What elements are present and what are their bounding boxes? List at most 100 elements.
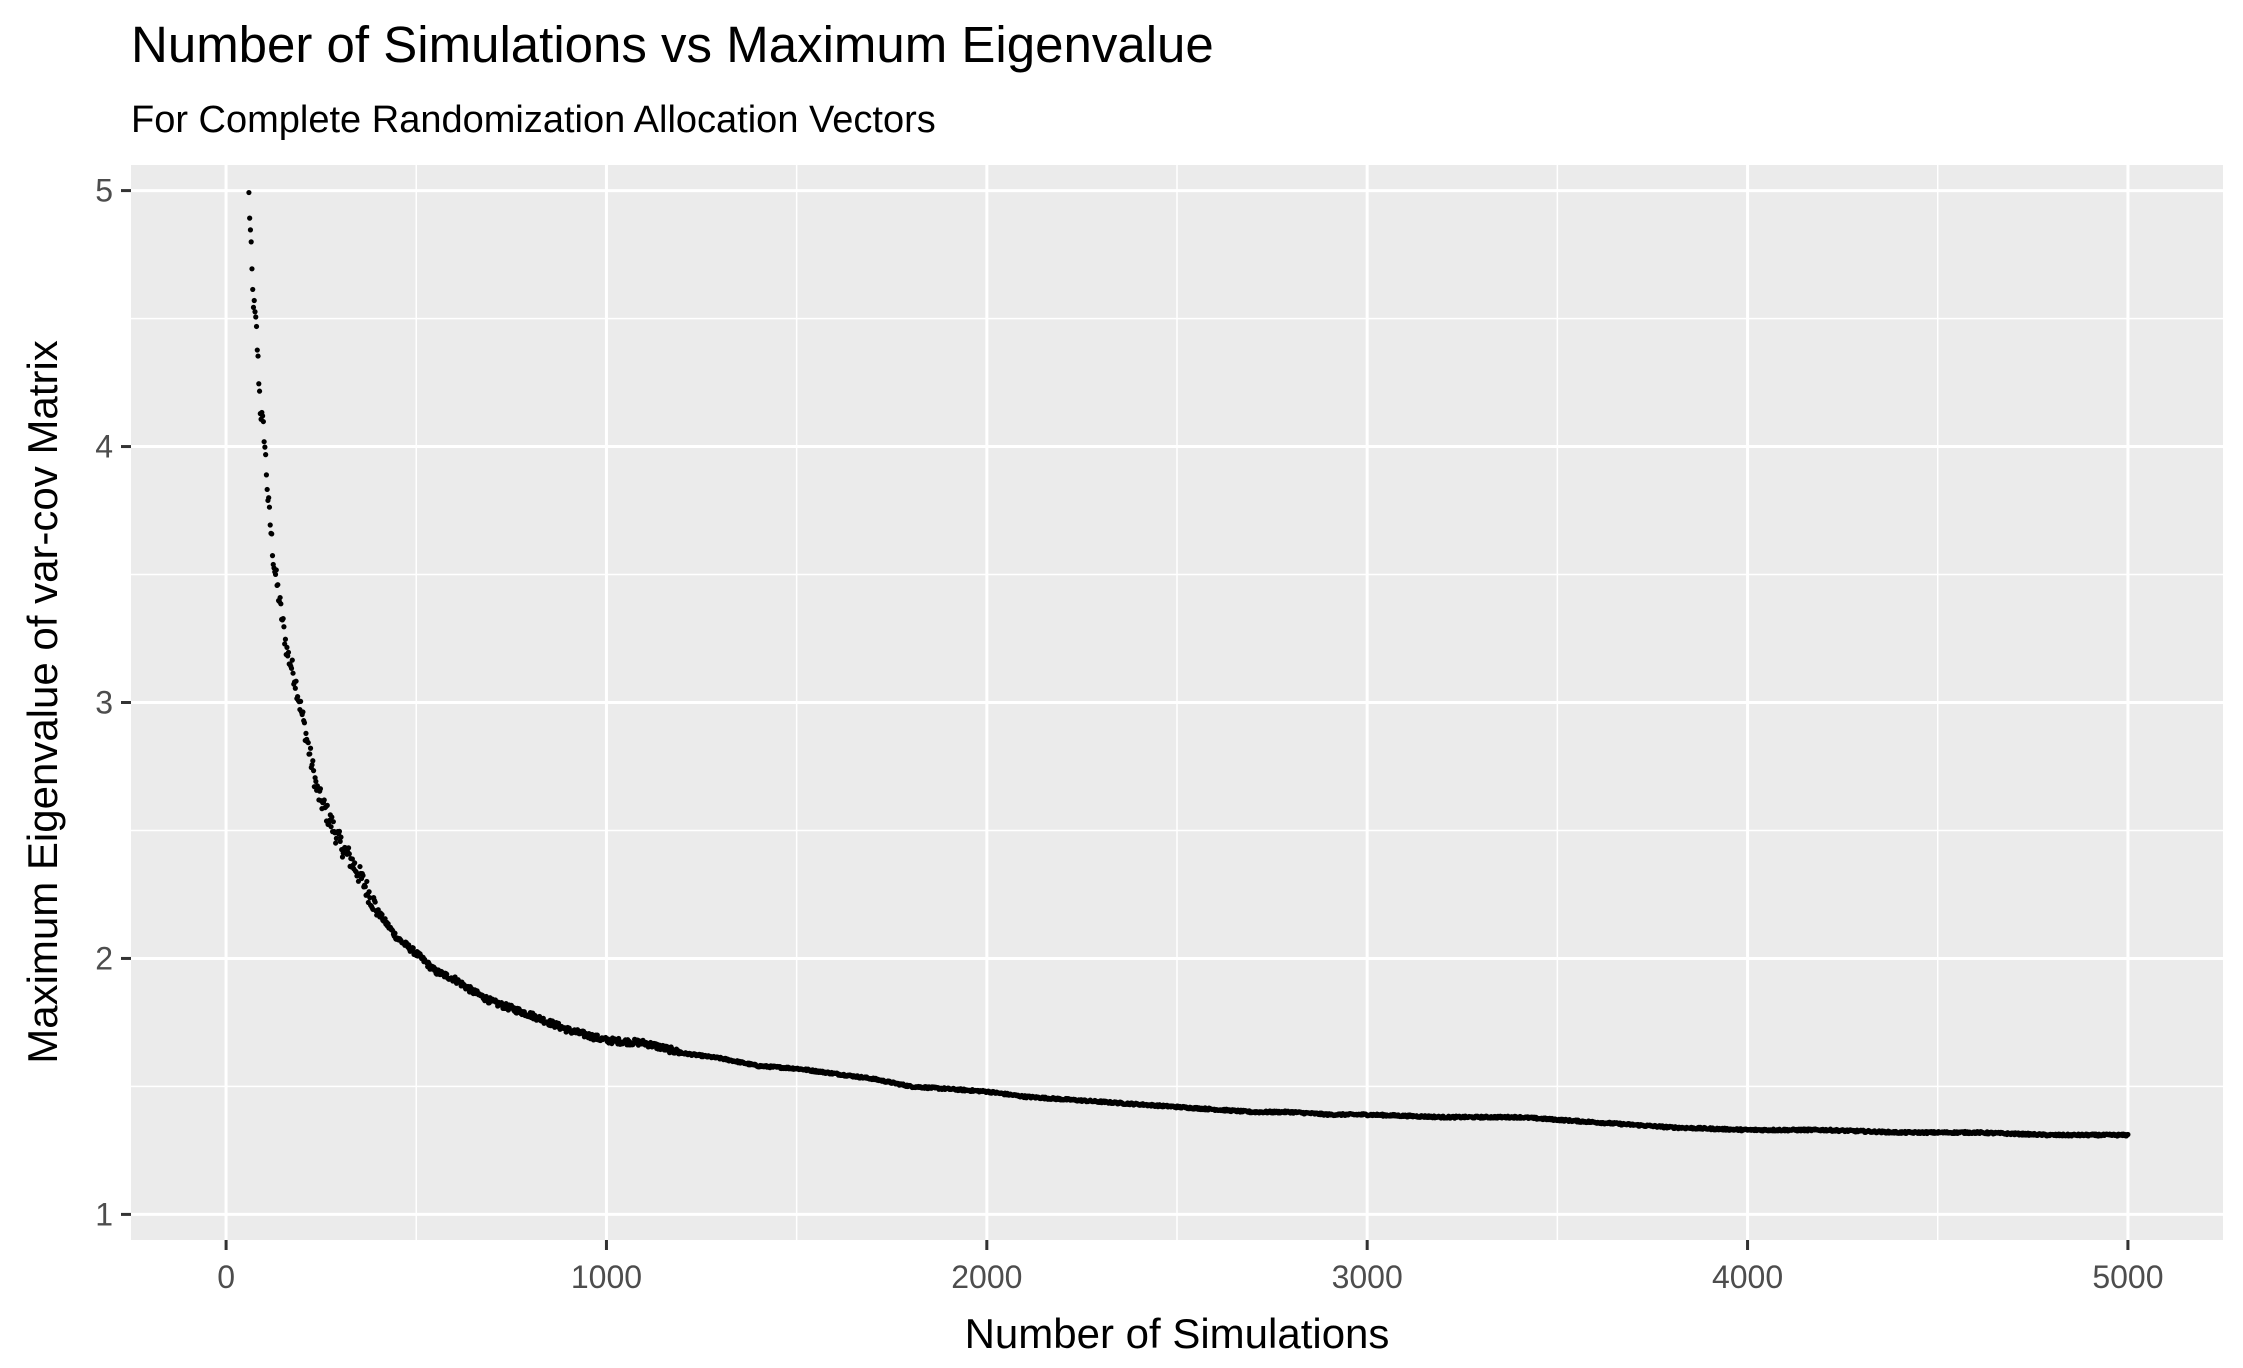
- data-point: [281, 624, 287, 630]
- data-point: [269, 553, 276, 559]
- data-point: [367, 895, 373, 901]
- data-point: [307, 745, 314, 751]
- data-point: [269, 531, 275, 537]
- y-axis: 1 2 3 4 5: [95, 173, 131, 1232]
- data-point: [307, 751, 313, 757]
- y-tick-label: 4: [95, 429, 113, 465]
- y-tick-label: 5: [95, 173, 113, 209]
- data-point: [256, 381, 262, 387]
- data-point: [253, 314, 259, 320]
- data-point: [379, 911, 385, 918]
- data-point: [246, 189, 252, 196]
- x-tick-label: 4000: [1712, 1259, 1783, 1295]
- x-tick-label: 5000: [2092, 1259, 2163, 1295]
- data-point: [362, 884, 368, 890]
- chart-subtitle: For Complete Randomization Allocation Ve…: [131, 99, 936, 141]
- data-point: [260, 413, 266, 419]
- data-point: [372, 899, 378, 905]
- data-point: [262, 444, 268, 450]
- data-point: [310, 768, 317, 774]
- data-point: [266, 495, 272, 501]
- data-point: [295, 694, 301, 700]
- data-point: [328, 824, 334, 830]
- data-point: [272, 571, 279, 578]
- data-point: [290, 670, 296, 676]
- data-point: [260, 418, 266, 425]
- data-point: [366, 889, 372, 895]
- data-point: [264, 486, 270, 493]
- data-point: [339, 854, 346, 860]
- x-tick-label: 2000: [951, 1259, 1022, 1295]
- data-point: [252, 309, 258, 315]
- data-point: [280, 616, 286, 622]
- data-point: [261, 439, 267, 445]
- data-point: [349, 856, 355, 862]
- y-tick-label: 3: [95, 685, 113, 721]
- data-point: [321, 797, 327, 803]
- chart-title: Number of Simulations vs Maximum Eigenva…: [131, 16, 1214, 73]
- data-point: [406, 942, 412, 948]
- data-point: [263, 472, 270, 478]
- data-point: [333, 840, 339, 846]
- data-point: [317, 786, 324, 792]
- data-point: [248, 239, 254, 245]
- data-point: [278, 601, 284, 607]
- x-axis-title: Number of Simulations: [965, 1310, 1390, 1357]
- y-tick-label: 1: [95, 1196, 113, 1232]
- data-point: [250, 286, 256, 293]
- data-point: [249, 266, 255, 272]
- data-point: [392, 930, 398, 936]
- data-point: [284, 644, 290, 651]
- x-axis: 0 1000 2000 3000 4000 5000: [217, 1240, 2164, 1295]
- data-point: [247, 215, 253, 221]
- data-point: [324, 802, 330, 808]
- data-point: [313, 778, 319, 784]
- data-point: [305, 740, 311, 746]
- data-point: [263, 452, 269, 458]
- data-point: [275, 582, 281, 588]
- data-point: [330, 819, 336, 825]
- data-point: [338, 834, 344, 840]
- data-point: [267, 522, 273, 528]
- data-point: [2125, 1131, 2131, 1138]
- data-point: [329, 814, 335, 820]
- data-point: [256, 388, 263, 394]
- x-tick-label: 0: [217, 1259, 235, 1295]
- data-point: [357, 863, 363, 870]
- y-tick-label: 2: [95, 940, 113, 976]
- data-point: [253, 323, 260, 330]
- data-point: [300, 709, 306, 715]
- data-point: [282, 636, 289, 642]
- data-point: [273, 567, 279, 573]
- data-point: [360, 872, 366, 879]
- x-tick-label: 1000: [571, 1259, 642, 1295]
- data-point: [410, 945, 416, 951]
- y-axis-title: Maximum Eigenvalue of var-cov Matrix: [19, 340, 66, 1064]
- data-point: [333, 835, 339, 841]
- data-point: [309, 762, 315, 768]
- data-point: [250, 304, 257, 310]
- data-point: [251, 297, 257, 304]
- data-point: [292, 685, 298, 691]
- data-point: [293, 678, 299, 684]
- data-point: [255, 353, 261, 359]
- data-point: [288, 665, 295, 671]
- data-points: [246, 189, 2131, 1139]
- data-point: [285, 649, 292, 655]
- grid-major-lines: [131, 165, 2223, 1240]
- data-point: [364, 878, 370, 885]
- data-point: [337, 838, 343, 845]
- data-point: [277, 594, 283, 601]
- data-point: [352, 860, 358, 866]
- data-point: [254, 347, 260, 353]
- data-point: [247, 227, 254, 233]
- data-point: [289, 657, 295, 663]
- data-point: [346, 851, 352, 857]
- data-point: [310, 758, 316, 764]
- data-point: [266, 504, 273, 510]
- x-tick-label: 3000: [1332, 1259, 1403, 1295]
- data-point: [301, 720, 308, 726]
- data-point: [303, 730, 309, 736]
- data-point: [298, 698, 304, 705]
